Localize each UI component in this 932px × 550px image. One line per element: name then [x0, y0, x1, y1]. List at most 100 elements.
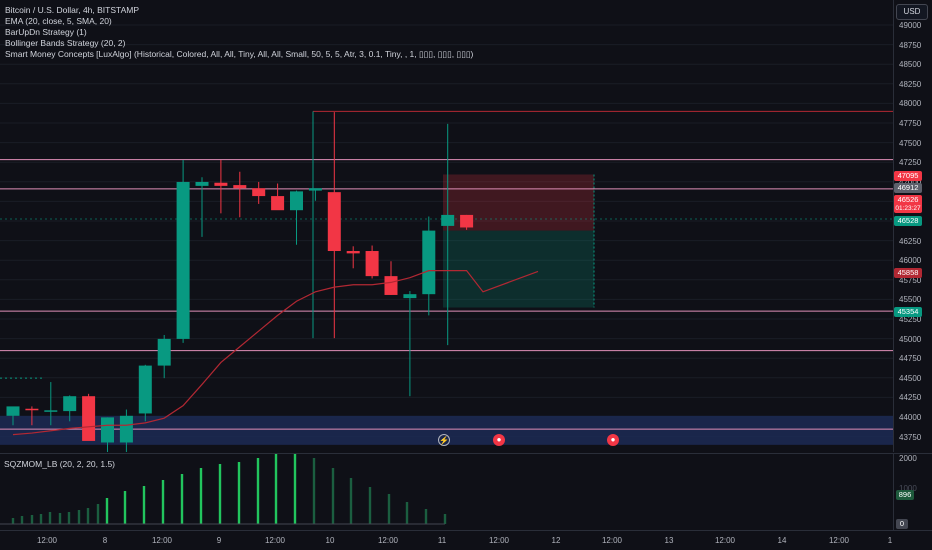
time-tick: 1 — [887, 536, 893, 545]
symbol-title[interactable]: Bitcoin / U.S. Dollar, 4h, BITSTAMP — [5, 5, 139, 15]
osc-tick-top: 2000 — [899, 454, 917, 463]
candle-body — [101, 417, 114, 443]
price-tick: 48250 — [899, 79, 922, 89]
price-label-lower: 45354 — [894, 307, 922, 317]
price-tick: 47750 — [899, 119, 922, 128]
candle-body — [460, 214, 474, 228]
candle-body — [308, 188, 322, 191]
price-tick: 43750 — [899, 432, 922, 442]
histogram-bar — [161, 480, 165, 524]
candle-body — [119, 415, 133, 443]
price-tick: 48500 — [899, 60, 922, 70]
indicator-smc[interactable]: Smart Money Concepts [LuxAlgo] (Historic… — [5, 49, 474, 59]
candle-body — [271, 196, 285, 211]
current-price-label: 46526 01:23:27 — [894, 195, 922, 213]
price-tick: 47500 — [899, 138, 922, 148]
histogram-bar — [180, 474, 184, 524]
squeeze-momentum-histogram[interactable] — [0, 450, 893, 531]
histogram-bar — [123, 491, 127, 524]
osc-value-badge: 896 — [896, 490, 914, 500]
oscillator-axis[interactable] — [893, 453, 932, 530]
histogram-bar — [443, 514, 447, 524]
price-tick: 47250 — [899, 158, 922, 168]
histogram-bar — [20, 516, 24, 524]
candle-body — [6, 406, 20, 416]
price-tick: 45250 — [899, 315, 922, 324]
histogram-bar — [293, 450, 297, 524]
candle-body — [44, 410, 58, 412]
price-tick: 45500 — [899, 295, 922, 305]
price-tick: 44750 — [899, 354, 922, 364]
candle-body — [441, 214, 455, 226]
candle-body — [327, 192, 341, 252]
histogram-bar — [199, 468, 203, 524]
price-tick: 46000 — [899, 256, 922, 266]
time-tick: 12 — [551, 536, 561, 545]
histogram-bar — [387, 494, 391, 524]
price-axis[interactable] — [893, 0, 932, 452]
indicator-bollinger[interactable]: Bollinger Bands Strategy (20, 2) — [5, 38, 126, 48]
histogram-bar — [368, 487, 372, 524]
chart-legend: Bitcoin / U.S. Dollar, 4h, BITSTAMP EMA … — [5, 5, 473, 60]
price-tick: 49000 — [899, 21, 922, 30]
osc-zero-badge: 0 — [896, 519, 908, 529]
candle-body — [25, 408, 39, 411]
histogram-bar — [405, 502, 409, 524]
time-tick: 12:00 — [151, 536, 173, 545]
take-profit-zone — [443, 230, 594, 308]
candle-body — [422, 230, 436, 295]
histogram-bar — [424, 509, 428, 524]
candle-body — [176, 181, 190, 339]
ema-line — [12, 270, 539, 436]
histogram-bar — [30, 515, 34, 524]
lightning-icon[interactable]: ⚡ — [438, 434, 450, 446]
histogram-bar — [142, 486, 146, 524]
ema-price-label: 45858 — [894, 268, 922, 278]
oscillator-legend[interactable]: SQZMOM_LB (20, 2, 20, 1.5) — [4, 459, 116, 469]
histogram-bar — [77, 510, 81, 524]
candle-body — [365, 251, 379, 277]
indicator-ema[interactable]: EMA (20, close, 5, SMA, 20) — [5, 16, 112, 26]
time-tick: 10 — [325, 536, 335, 545]
candle-body — [157, 338, 171, 366]
oscillator-pane[interactable] — [0, 450, 893, 531]
osc-tick-mid: 1000 — [899, 484, 917, 493]
price-tick: 46250 — [899, 236, 922, 246]
price-tick: 48000 — [899, 99, 922, 109]
indicator-barupdn[interactable]: BarUpDn Strategy (1) — [5, 27, 87, 37]
time-tick: 12:00 — [36, 536, 58, 545]
current-price: 46526 — [897, 195, 919, 204]
time-tick: 9 — [216, 536, 222, 545]
time-tick: 12:00 — [828, 536, 850, 545]
candle-body — [63, 396, 77, 412]
histogram-bar — [349, 478, 353, 524]
time-tick: 12:00 — [377, 536, 399, 545]
histogram-bar — [96, 504, 100, 524]
bar-countdown: 01:23:27 — [895, 205, 921, 212]
price-tick: 45000 — [899, 334, 922, 344]
histogram-bar — [48, 512, 52, 524]
histogram-bar — [58, 513, 62, 524]
price-label-green: 46528 — [894, 216, 922, 226]
histogram-bar — [105, 498, 109, 524]
price-tick: 44500 — [899, 373, 922, 383]
price-label-gray: 46912 — [894, 183, 922, 193]
candle-body — [138, 365, 152, 414]
currency-button[interactable]: USD — [896, 4, 928, 20]
price-tick: 45750 — [899, 275, 922, 285]
histogram-bar — [67, 512, 71, 524]
price-tick: 47000 — [899, 178, 921, 187]
price-chart[interactable] — [0, 0, 893, 465]
alert-icon[interactable]: ● — [607, 434, 619, 446]
histogram-bar — [237, 462, 241, 524]
histogram-bar — [11, 518, 15, 524]
price-chart-pane[interactable] — [0, 0, 893, 465]
time-tick: 8 — [102, 536, 108, 545]
time-tick: 14 — [777, 536, 787, 545]
alert-icon[interactable]: ● — [493, 434, 505, 446]
candle-body — [252, 188, 266, 197]
time-tick: 12:00 — [714, 536, 736, 545]
price-tick: 48750 — [899, 40, 922, 50]
time-axis[interactable] — [0, 530, 932, 550]
time-tick: 12:00 — [601, 536, 623, 545]
